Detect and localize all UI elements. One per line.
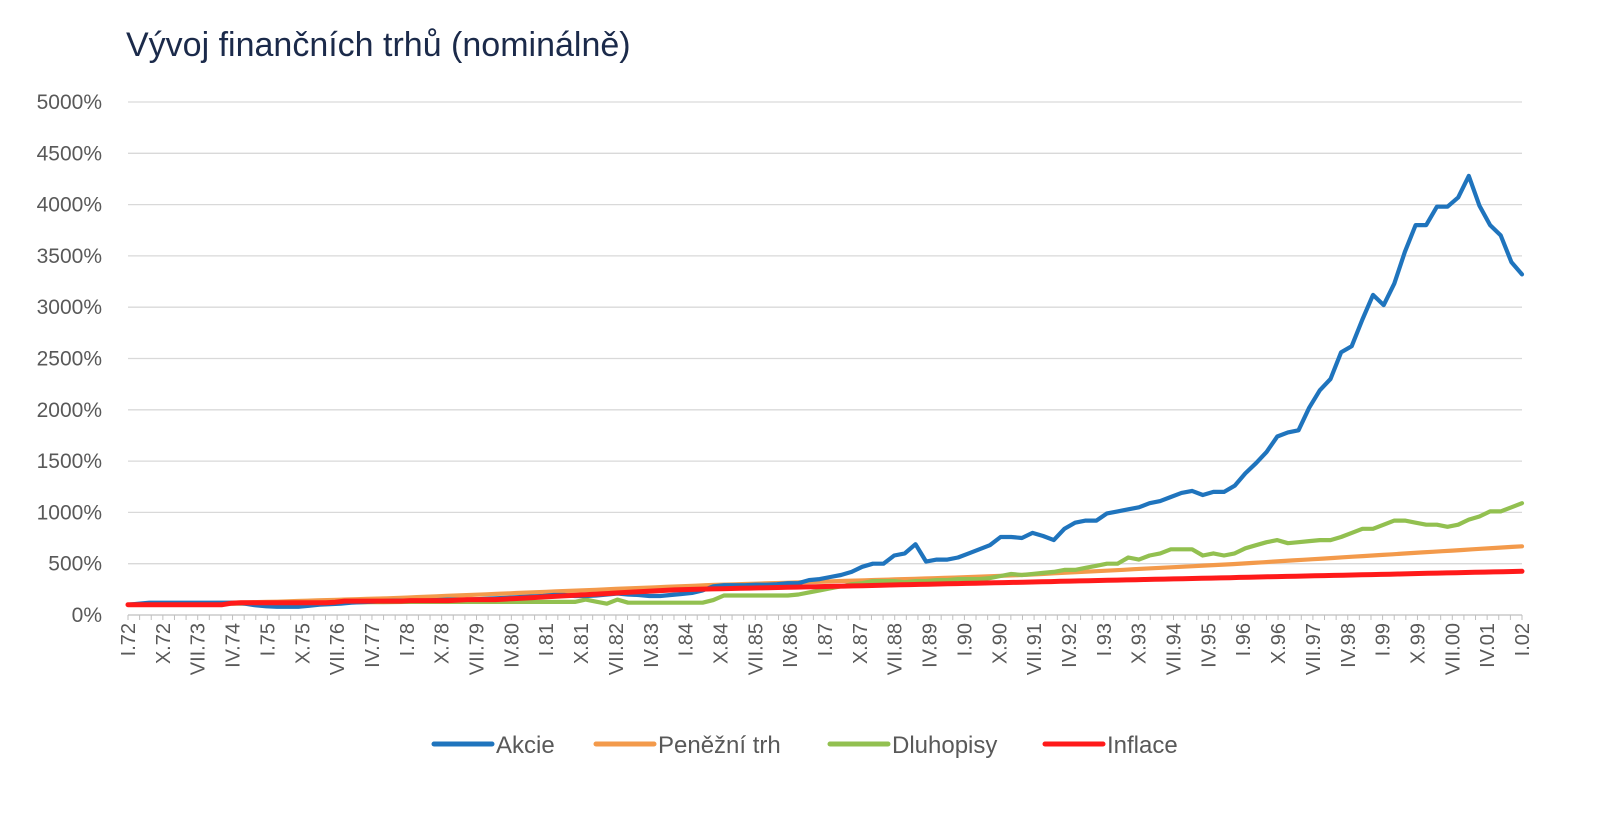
x-tick-label: VII.82 (606, 623, 628, 675)
x-tick-label: X.87 (850, 623, 872, 664)
x-tick-label: X.75 (292, 623, 314, 664)
x-tick-label: I.96 (1233, 623, 1255, 656)
chart-title: Vývoj finančních trhů (nominálně) (126, 26, 631, 64)
x-tick-label: I.93 (1094, 623, 1116, 656)
x-tick-label: X.84 (710, 623, 732, 664)
y-tick-label: 3500% (37, 245, 102, 268)
gridlines (128, 101, 1522, 565)
x-tick-label: VII.88 (885, 623, 907, 675)
x-tick-label: I.78 (397, 623, 419, 656)
x-tick-label: I.99 (1373, 623, 1395, 656)
y-axis-tick-labels: 0% 500% 1000% 1500% 2000% 2500% 3000% 3500% 4000… (37, 91, 102, 627)
y-tick-label: 500% (48, 553, 102, 576)
x-tick-label: I.90 (954, 623, 976, 656)
x-tick-label: IV.77 (362, 623, 384, 668)
x-tick-label: IV.95 (1198, 623, 1220, 668)
x-tick-label: I.75 (257, 623, 279, 656)
y-tick-label: 0% (72, 604, 102, 627)
series-lines (125, 173, 1525, 609)
x-tick-label: IV.83 (641, 623, 663, 668)
legend-label: Peněžní trh (658, 732, 781, 759)
x-tick-label: IV.01 (1477, 623, 1499, 668)
series-line-inflace (125, 568, 1525, 608)
x-tick-label: X.90 (989, 623, 1011, 664)
x-tick-label: I.72 (118, 623, 140, 656)
x-tick-label: VII.91 (1024, 623, 1046, 675)
x-axis-tick-labels: I.72 X.72 VII.73 IV.74 I.75 X.75 VII.76 IV.77 I.… (118, 623, 1534, 675)
legend-label: Dluhopisy (892, 732, 997, 759)
y-tick-label: 2000% (37, 399, 102, 422)
x-tick-label: X.96 (1268, 623, 1290, 664)
y-tick-label: 1000% (37, 501, 102, 524)
x-tick-label: IV.98 (1338, 623, 1360, 668)
x-tick-label: IV.80 (501, 623, 523, 668)
x-tick-label: VII.73 (188, 623, 210, 675)
x-tick-label: X.72 (153, 623, 175, 664)
legend-label: Inflace (1107, 732, 1178, 759)
y-tick-label: 4500% (37, 142, 102, 165)
x-tick-label: VII.00 (1442, 623, 1464, 675)
legend: Akcie Peněžní trh Dluhopisy Inflace (431, 732, 1178, 759)
x-tick-label: X.78 (432, 623, 454, 664)
x-tick-label: I.87 (815, 623, 837, 656)
x-tick-label: X.99 (1407, 623, 1429, 664)
x-tick-label: I.02 (1512, 623, 1534, 656)
series-line-dluhopisy (125, 501, 1525, 607)
x-tick-label: VII.79 (467, 623, 489, 675)
x-tick-label: VII.97 (1303, 623, 1325, 675)
y-tick-label: 1500% (37, 450, 102, 473)
x-tick-label: I.84 (676, 623, 698, 656)
x-tick-label: X.81 (571, 623, 593, 664)
x-tick-label: VII.85 (745, 623, 767, 675)
x-tick-label: VII.76 (327, 623, 349, 675)
x-tick-label: X.93 (1129, 623, 1151, 664)
x-tick-label: I.81 (536, 623, 558, 656)
x-tick-label: VII.94 (1164, 623, 1186, 675)
y-tick-label: 5000% (37, 91, 102, 114)
y-tick-label: 3000% (37, 296, 102, 319)
y-tick-label: 2500% (37, 348, 102, 371)
legend-label: Akcie (496, 732, 555, 759)
x-tick-label: IV.92 (1059, 623, 1081, 668)
x-axis (127, 614, 1523, 620)
x-tick-label: IV.74 (223, 623, 245, 668)
y-tick-label: 4000% (37, 194, 102, 217)
x-tick-label: IV.89 (920, 623, 942, 668)
x-tick-label: IV.86 (780, 623, 802, 668)
